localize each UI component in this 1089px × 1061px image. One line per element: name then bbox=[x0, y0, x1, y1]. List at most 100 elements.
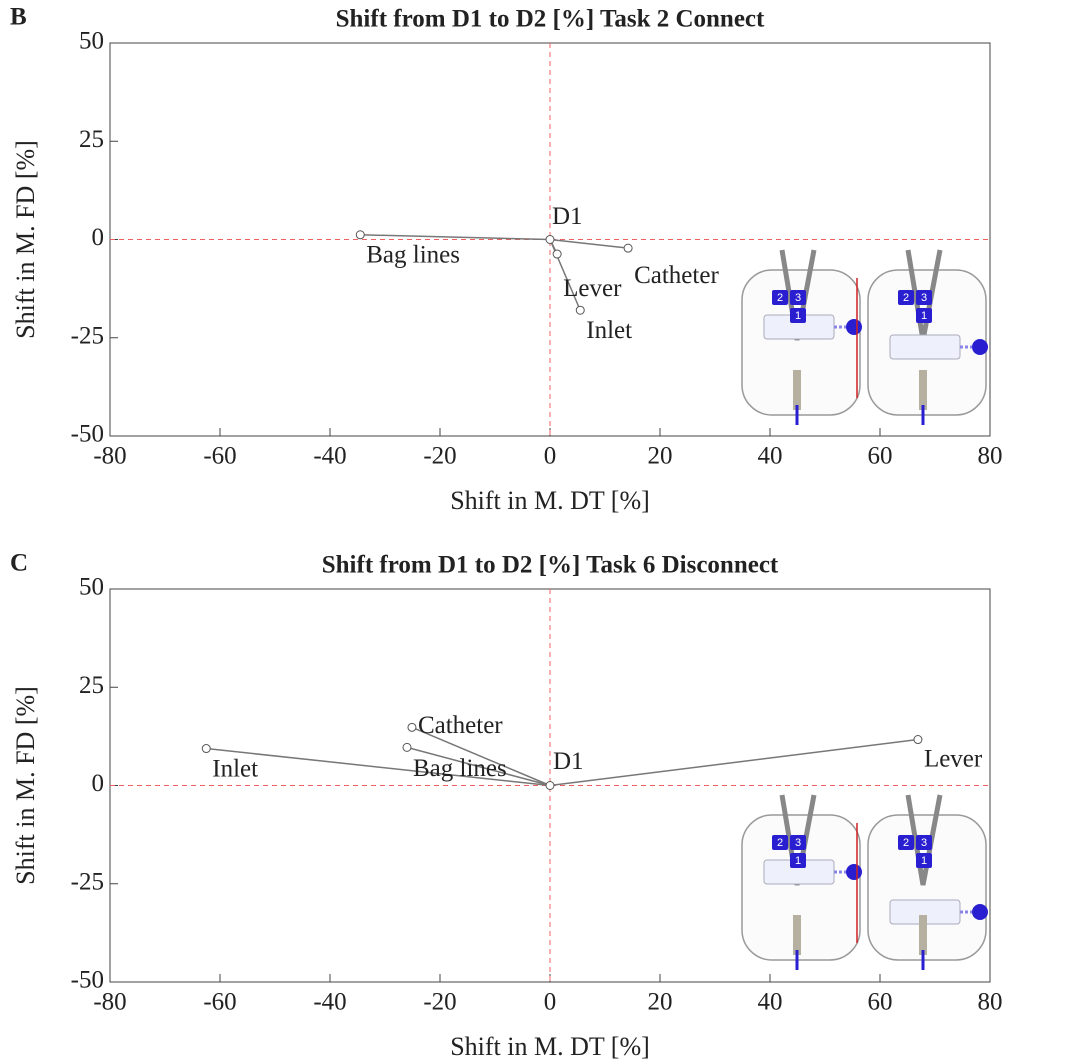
shift-line bbox=[549, 238, 629, 249]
x-tick-label: 60 bbox=[868, 989, 893, 1016]
inset-box bbox=[916, 835, 932, 850]
inset-box-label: 2 bbox=[777, 837, 783, 849]
inset-box-label: 3 bbox=[921, 837, 927, 849]
x-tick-label: -80 bbox=[93, 989, 126, 1016]
x-tick-label: 20 bbox=[648, 443, 673, 470]
point-label: Bag lines bbox=[413, 755, 507, 782]
device-knob bbox=[972, 904, 988, 920]
inset-box bbox=[790, 290, 806, 305]
point-label: Lever bbox=[563, 275, 622, 302]
point bbox=[201, 744, 211, 754]
x-tick-label: -20 bbox=[423, 989, 456, 1016]
inset-box-label: 3 bbox=[795, 837, 801, 849]
device-connector bbox=[793, 370, 801, 410]
x-tick-label: -40 bbox=[313, 443, 346, 470]
device-body bbox=[741, 814, 861, 961]
device-slider bbox=[889, 334, 961, 360]
device-connector bbox=[919, 370, 927, 410]
y-tick-label: 0 bbox=[92, 224, 105, 251]
point-label: Catheter bbox=[418, 712, 503, 739]
point bbox=[355, 230, 365, 240]
inset-box-label: 1 bbox=[921, 310, 927, 322]
y-tick-label: -25 bbox=[71, 322, 104, 349]
y-tick-label: 25 bbox=[79, 672, 104, 699]
device-knob bbox=[846, 319, 862, 335]
panel: B Shift from D1 to D2 [%] Task 2 Connect -… bbox=[10, 4, 1003, 515]
x-tick-label: -40 bbox=[313, 989, 346, 1016]
device-connector bbox=[793, 915, 801, 955]
inset-box-label: 2 bbox=[903, 292, 909, 304]
inset-box bbox=[772, 290, 788, 305]
point bbox=[402, 742, 412, 752]
y-tick-label: 50 bbox=[79, 28, 104, 55]
inset-box-label: 1 bbox=[795, 310, 801, 322]
inset-box bbox=[898, 835, 914, 850]
point-label: Catheter bbox=[634, 262, 719, 289]
device-tube bbox=[779, 794, 817, 886]
x-tick-label: 20 bbox=[648, 989, 673, 1016]
inset-box bbox=[916, 853, 932, 868]
origin-point bbox=[545, 781, 555, 790]
x-axis-label: Shift in M. DT [%] bbox=[450, 1032, 650, 1061]
shift-line bbox=[549, 738, 919, 787]
inset-box-label: 2 bbox=[777, 292, 783, 304]
x-tick-label: 80 bbox=[978, 443, 1003, 470]
point bbox=[913, 735, 923, 745]
x-tick-label: -60 bbox=[203, 443, 236, 470]
device-tube bbox=[779, 249, 817, 341]
x-tick-label: -60 bbox=[203, 989, 236, 1016]
shift-line bbox=[360, 234, 551, 241]
x-tick-label: -20 bbox=[423, 443, 456, 470]
panel: C Shift from D1 to D2 [%] Task 6 Disconne… bbox=[10, 550, 1003, 1061]
x-axis-label: Shift in M. DT [%] bbox=[450, 486, 650, 515]
x-tick-label: -80 bbox=[93, 443, 126, 470]
chart-title: Shift from D1 to D2 [%] Task 2 Connect bbox=[336, 6, 765, 33]
x-tick-label: 40 bbox=[758, 989, 783, 1016]
inset-box bbox=[916, 308, 932, 323]
y-axis-label: Shift in M. FD [%] bbox=[11, 686, 40, 885]
inset-box bbox=[790, 835, 806, 850]
inset-box bbox=[790, 308, 806, 323]
device-body bbox=[741, 269, 861, 416]
inset-box bbox=[772, 835, 788, 850]
chart-title: Shift from D1 to D2 [%] Task 6 Disconnec… bbox=[322, 552, 779, 579]
shift-line bbox=[206, 747, 551, 787]
y-tick-label: 0 bbox=[92, 770, 105, 797]
origin-label: D1 bbox=[553, 748, 584, 775]
y-tick-label: 50 bbox=[79, 574, 104, 601]
y-tick-label: 25 bbox=[79, 126, 104, 153]
inset-box-label: 1 bbox=[921, 855, 927, 867]
x-tick-label: 60 bbox=[868, 443, 893, 470]
shift-line bbox=[406, 746, 551, 787]
point-label: Lever bbox=[924, 745, 983, 772]
panel-letter: B bbox=[10, 4, 27, 31]
point bbox=[623, 243, 633, 253]
panel-letter: C bbox=[10, 550, 28, 577]
x-tick-label: 0 bbox=[544, 443, 557, 470]
inset-box-label: 3 bbox=[921, 292, 927, 304]
device-tube bbox=[905, 794, 943, 886]
y-tick-label: -25 bbox=[71, 868, 104, 895]
device-knob bbox=[972, 339, 988, 355]
point bbox=[407, 722, 417, 732]
point-label: Bag lines bbox=[366, 242, 460, 269]
shift-line bbox=[411, 726, 551, 787]
y-tick-label: -50 bbox=[71, 967, 104, 994]
point-label: Inlet bbox=[586, 317, 632, 344]
inset-box bbox=[790, 853, 806, 868]
origin-label: D1 bbox=[552, 203, 583, 230]
origin-point bbox=[545, 235, 555, 244]
point-label: Inlet bbox=[212, 755, 258, 782]
inset-box bbox=[898, 290, 914, 305]
inset-box bbox=[916, 290, 932, 305]
inset-box-label: 1 bbox=[795, 855, 801, 867]
x-tick-label: 40 bbox=[758, 443, 783, 470]
point bbox=[552, 249, 562, 259]
inset-box-label: 3 bbox=[795, 292, 801, 304]
y-axis-label: Shift in M. FD [%] bbox=[11, 140, 40, 339]
y-tick-label: -50 bbox=[71, 421, 104, 448]
x-tick-label: 0 bbox=[544, 989, 557, 1016]
point bbox=[575, 305, 585, 315]
device-knob bbox=[846, 864, 862, 880]
